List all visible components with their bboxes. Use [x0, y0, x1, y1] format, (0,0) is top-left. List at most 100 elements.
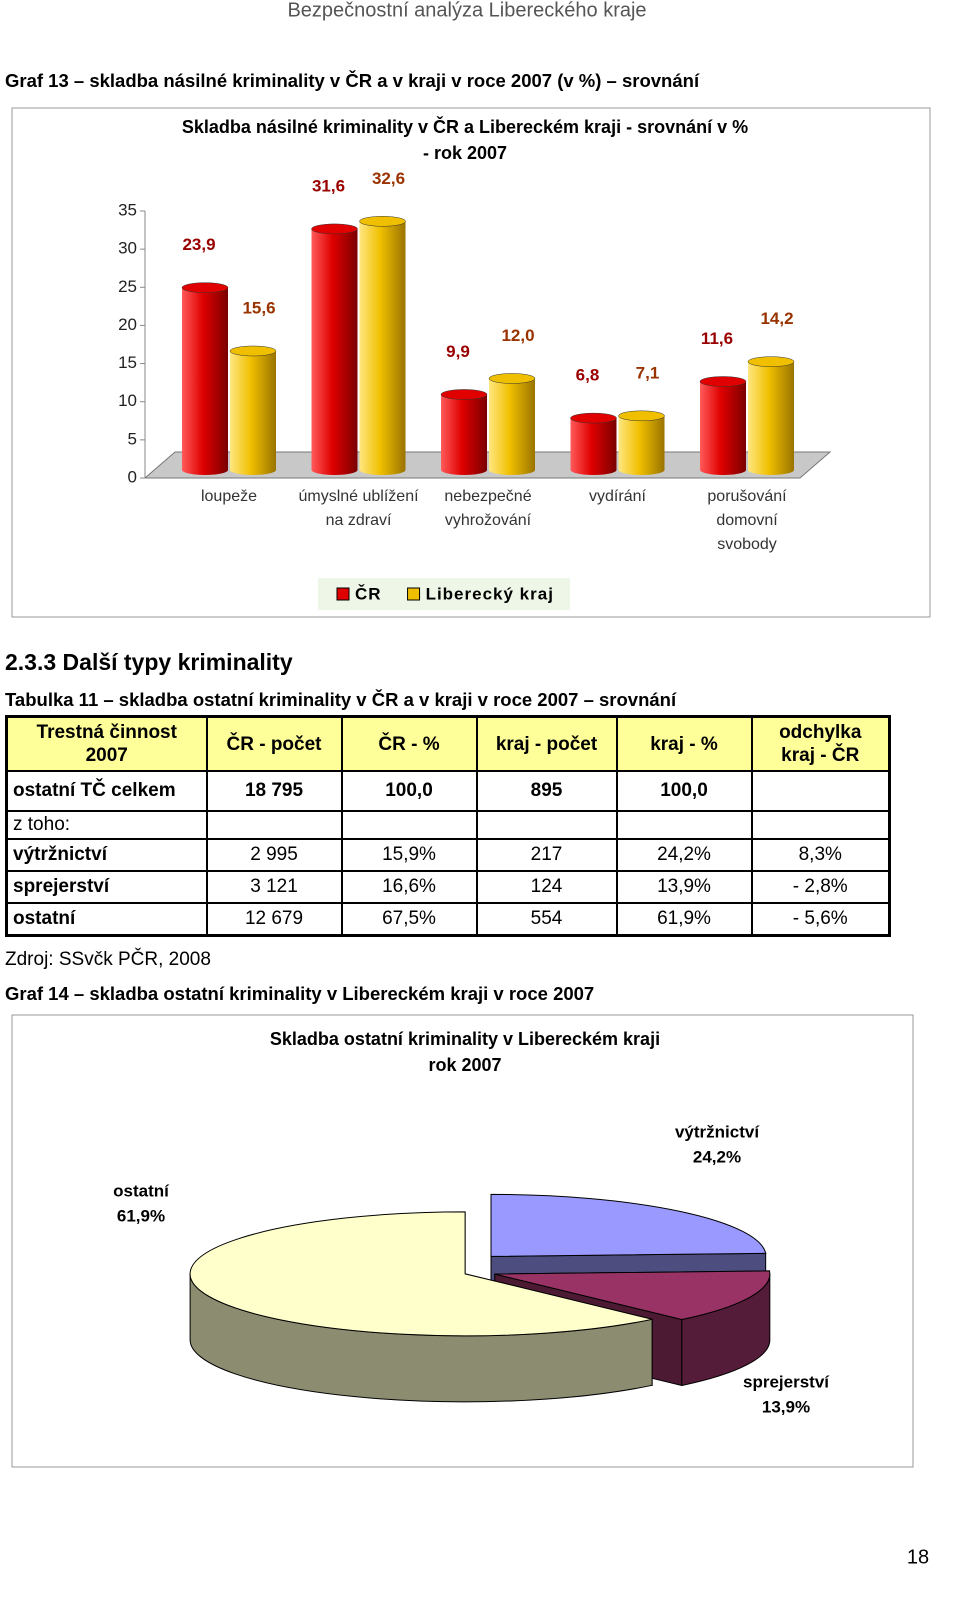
- x-tick-label: vydírání: [589, 488, 646, 505]
- x-tick-label: loupeže: [201, 488, 257, 505]
- bar: [359, 221, 406, 470]
- table-cell: 61,9%: [615, 902, 753, 937]
- table-cell: ostatní TČ celkem: [5, 770, 208, 812]
- y-tick-label: 0: [128, 467, 137, 486]
- bar: [489, 378, 535, 470]
- table-cell: 13,9%: [615, 870, 753, 904]
- x-tick-label: úmyslné ublížení: [298, 488, 419, 505]
- table-cell: 12 679: [205, 902, 343, 937]
- bar: [618, 415, 665, 470]
- cell-text-line: Trestná činnost: [36, 722, 177, 743]
- bar-cap: [181, 282, 229, 293]
- header-cell: kraj - počet: [475, 715, 618, 772]
- data-label: 9,9: [446, 342, 470, 361]
- bar: [700, 381, 746, 470]
- bar: [748, 361, 794, 470]
- data-table: Trestná činnost 2007 ČR - počet ČR - % kraj …: [5, 715, 891, 937]
- table-cell: z toho:: [5, 810, 208, 840]
- cell-text-line: odchylka: [779, 722, 862, 743]
- bar: [230, 350, 276, 470]
- data-label: 31,6: [312, 176, 345, 195]
- table-cell: výtržnictví: [5, 838, 208, 872]
- bar-cap: [618, 410, 665, 422]
- running-header: Bezpečnostní analýza Libereckého kraje: [287, 0, 646, 21]
- legend-box: [318, 578, 570, 610]
- header-cell: odchylka kraj - ČR: [750, 715, 891, 772]
- x-tick-label: nebezpečné: [444, 488, 531, 505]
- chart-title: Skladba ostatní kriminality v Libereckém…: [270, 1029, 660, 1049]
- y-tick-label: 20: [118, 315, 137, 334]
- x-tick-label: vyhrožování: [445, 512, 532, 529]
- legend-swatch: [336, 587, 350, 601]
- bar: [311, 228, 358, 470]
- bar: [441, 394, 487, 470]
- table-cell: 2 995: [205, 838, 343, 872]
- table-cell: 16,6%: [340, 870, 478, 904]
- table-cell: [615, 810, 753, 840]
- pie-slice: [189, 1211, 653, 1337]
- bar-cap: [488, 373, 536, 384]
- data-label: 24,2%: [693, 1147, 741, 1166]
- header-cell: kraj - %: [615, 715, 753, 772]
- table-source: Zdroj: SSvčk PČR, 2008: [5, 948, 211, 970]
- header-cell: ČR - %: [340, 715, 478, 772]
- pie-label: ostatní: [113, 1181, 170, 1200]
- data-label: 15,6: [242, 298, 275, 317]
- data-label: 12,0: [501, 326, 534, 345]
- y-tick-label: 35: [118, 200, 137, 219]
- header-cell: ČR - počet: [205, 715, 343, 772]
- x-tick-label: porušování: [707, 488, 787, 505]
- chart-title: - rok 2007: [423, 143, 507, 163]
- table-cell: 100,0: [340, 770, 478, 812]
- bar: [182, 287, 228, 470]
- table-cell: ostatní: [5, 902, 208, 937]
- section-heading: 2.3.3 Další typy kriminality: [5, 649, 293, 675]
- table-row: výtržnictví 2 995 15,9% 217 24,2% 8,3%: [5, 838, 891, 872]
- data-label: 14,2: [760, 309, 793, 328]
- cell-text-line: 2007: [85, 745, 128, 766]
- y-tick-label: 15: [118, 353, 137, 372]
- pie-slice: [494, 1270, 771, 1321]
- table-row: z toho:: [5, 810, 891, 840]
- table-cell: 18 795: [205, 770, 343, 812]
- bar-cap: [440, 389, 488, 400]
- table-cell: sprejerství: [5, 870, 208, 904]
- table-cell: [475, 810, 618, 840]
- x-tick-label: domovní: [716, 512, 778, 529]
- page-number: 18: [907, 1546, 929, 1568]
- table-body: ostatní TČ celkem 18 795 100,0 895 100,0 z to…: [5, 770, 891, 937]
- figure-caption: Graf 14 – skladba ostatní kriminality v …: [5, 983, 594, 1004]
- table-row: sprejerství 3 121 16,6% 124 13,9% - 2,8%: [5, 870, 891, 904]
- data-label: 13,9%: [762, 1397, 810, 1416]
- bar: [570, 418, 617, 470]
- data-label: 32,6: [372, 169, 405, 188]
- table-cell: 895: [475, 770, 618, 812]
- y-tick-label: 25: [118, 277, 137, 296]
- data-label: 23,9: [182, 235, 215, 254]
- x-tick-label: svobody: [717, 536, 777, 553]
- header-cell: Trestná činnost 2007: [5, 715, 208, 772]
- table-header: Trestná činnost 2007 ČR - počet ČR - % kraj …: [5, 715, 891, 772]
- y-tick-label: 10: [118, 391, 137, 410]
- chart-title: Skladba násilné kriminality v ČR a Liber…: [182, 116, 748, 137]
- pie-label: sprejerství: [743, 1372, 830, 1391]
- table-cell: - 2,8%: [750, 870, 891, 904]
- data-label: 61,9%: [117, 1206, 165, 1225]
- table-cell: 15,9%: [340, 838, 478, 872]
- table-cell: 100,0: [615, 770, 753, 812]
- y-tick-label: 5: [128, 429, 137, 448]
- bar-cap: [311, 223, 358, 235]
- table-cell: 124: [475, 870, 618, 904]
- y-tick-label: 30: [118, 239, 137, 258]
- table-row: ostatní 12 679 67,5% 554 61,9% - 5,6%: [5, 902, 891, 937]
- bar-cap: [570, 412, 617, 424]
- table-cell: [750, 810, 891, 840]
- table-row: ostatní TČ celkem 18 795 100,0 895 100,0: [5, 770, 891, 812]
- legend-label: ČR: [355, 584, 382, 603]
- pie-label: výtržnictví: [675, 1122, 760, 1141]
- data-label: 7,1: [636, 363, 660, 382]
- table-cell: [750, 770, 891, 812]
- data-label: 6,8: [576, 366, 600, 385]
